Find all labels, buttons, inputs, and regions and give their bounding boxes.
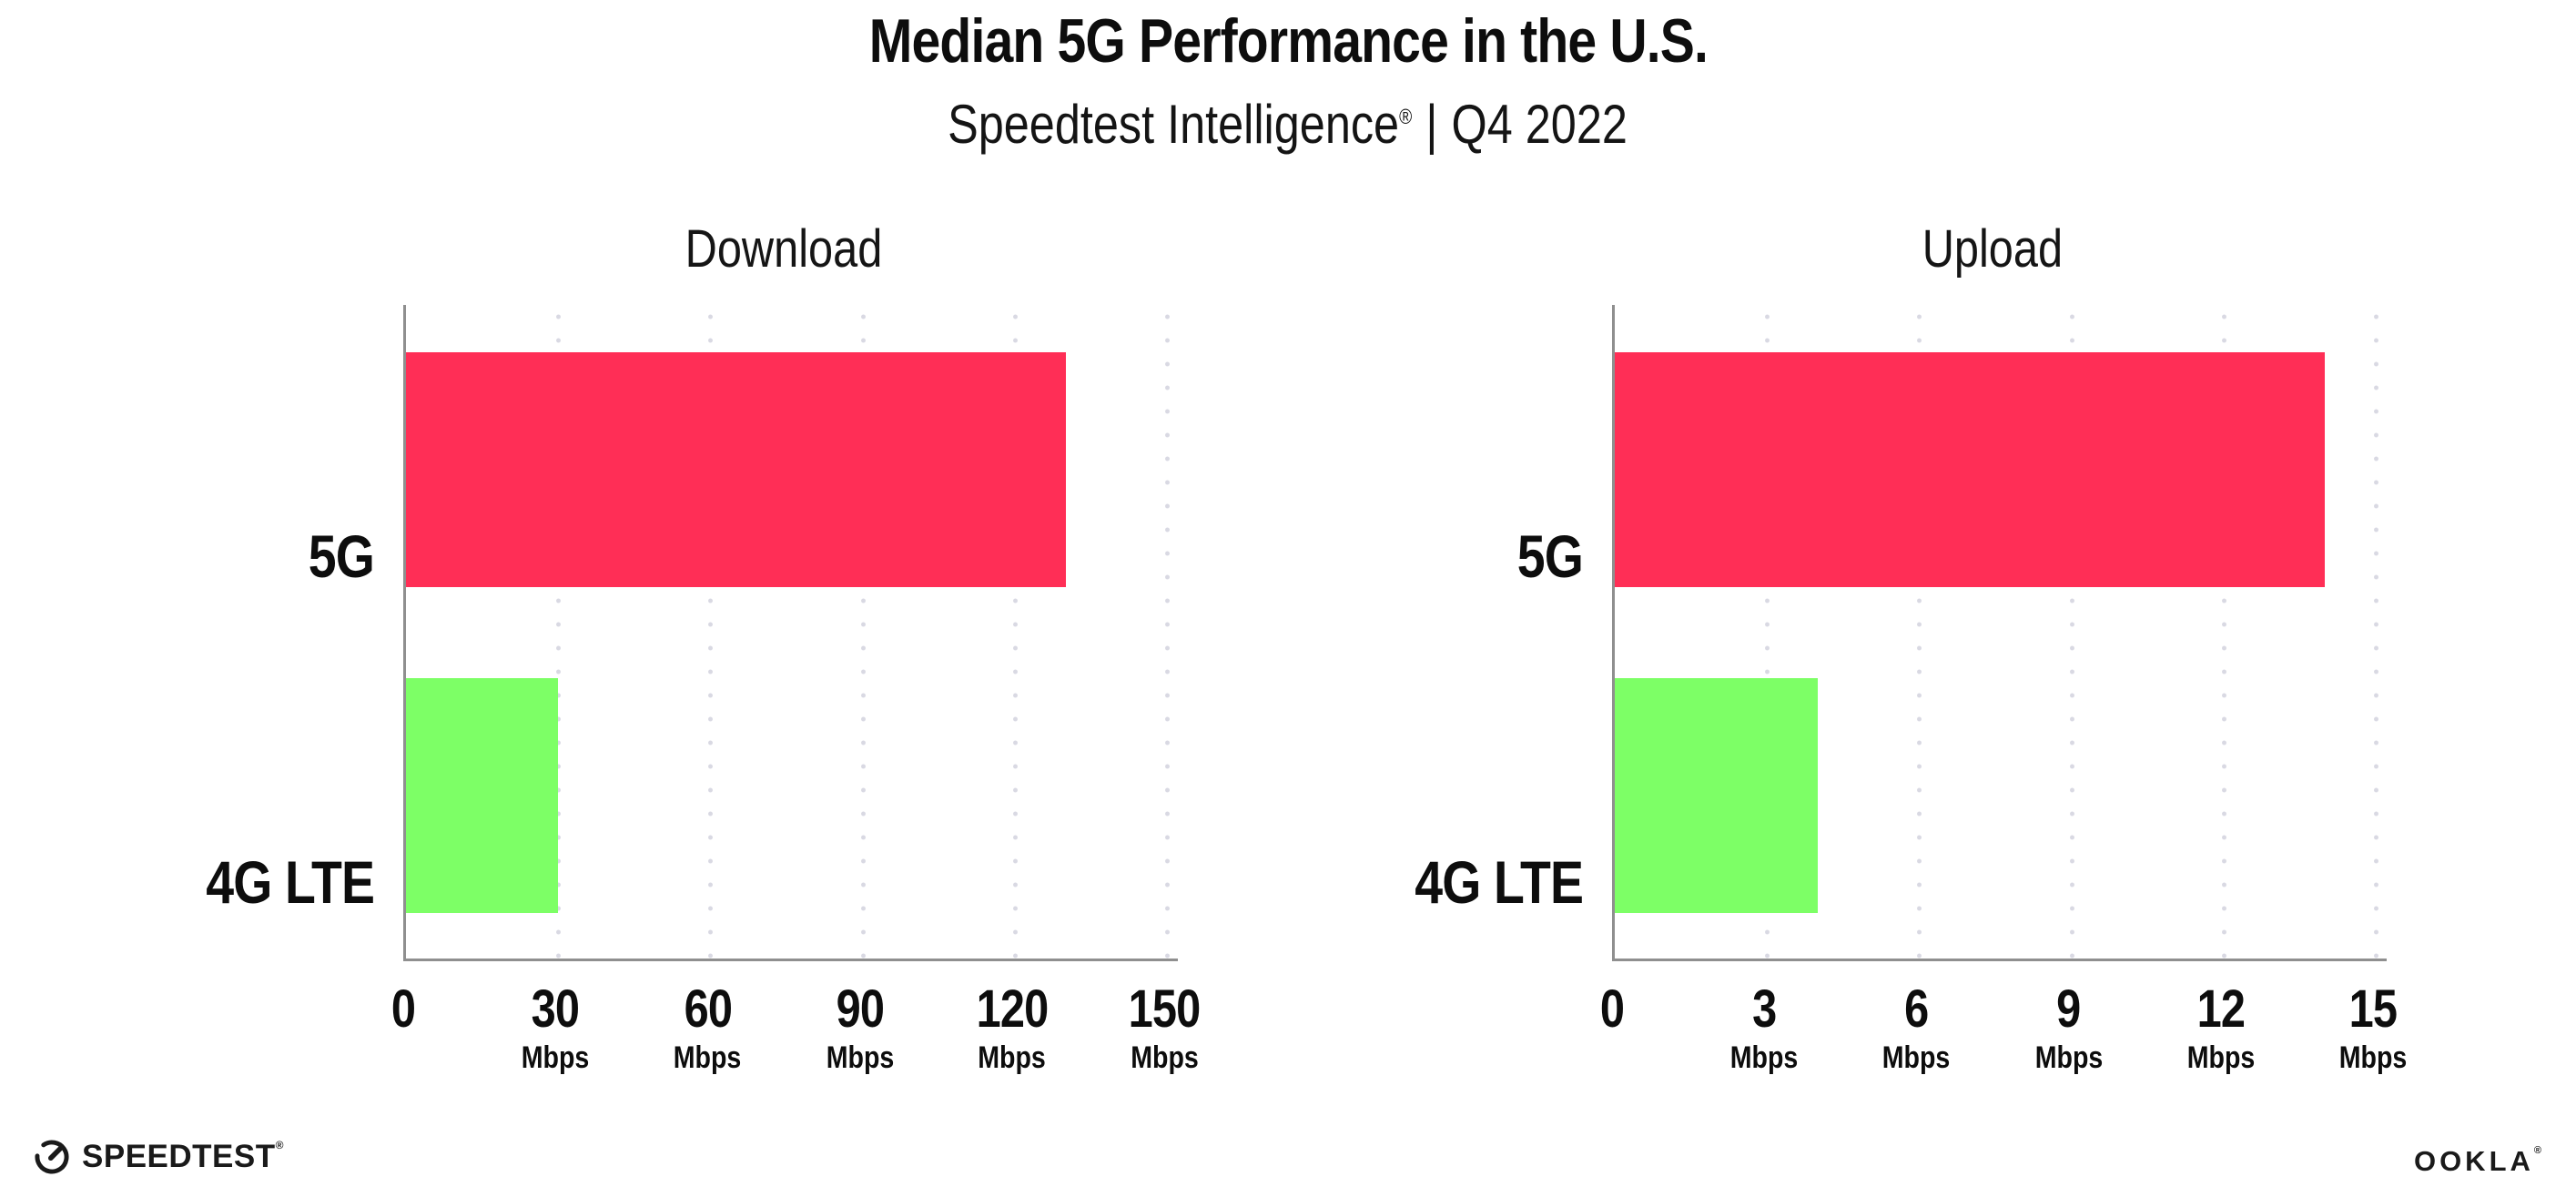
gridline	[2374, 305, 2378, 959]
x-tick-30: 30 Mbps	[521, 979, 590, 1075]
upload-chart-title: Upload	[1922, 219, 2064, 279]
gridline	[708, 305, 714, 959]
subtitle-separator: |	[1425, 94, 1438, 155]
download-chart: Download 5G 4G LTE 0 30 Mbps 60 Mbps 90 …	[91, 218, 1201, 1092]
x-tick-0: 0	[1599, 979, 1625, 1039]
subtitle-brand: Speedtest Intelligence	[948, 94, 1400, 155]
page-subtitle: Speedtest Intelligence® | Q4 2022	[0, 95, 2576, 155]
x-tick-9: 9 Mbps	[2034, 979, 2103, 1075]
upload-x-axis: 0 3 Mbps 6 Mbps 9 Mbps 12 Mbps 15 Mbps	[1600, 959, 2407, 1086]
gridline	[1765, 305, 1770, 959]
ookla-logo: OOKLA®	[2414, 1145, 2541, 1178]
gridline	[1917, 305, 1922, 959]
x-tick-12: 12 Mbps	[2186, 979, 2256, 1075]
row-label-4g-lte: 4G LTE	[1415, 848, 1584, 916]
registered-mark: ®	[1399, 105, 1413, 128]
x-tick-60: 60 Mbps	[674, 979, 742, 1075]
bar-4g-lte-download	[406, 678, 559, 913]
download-x-axis: 0 30 Mbps 60 Mbps 90 Mbps 120 Mbps 150 M…	[391, 959, 1201, 1086]
x-tick-3: 3 Mbps	[1729, 979, 1799, 1075]
x-tick-0: 0	[390, 979, 416, 1039]
row-label-5g: 5G	[308, 522, 375, 590]
bar-5g-download	[406, 352, 1066, 587]
gridline	[1165, 305, 1170, 959]
upload-plot-area	[1612, 305, 2387, 961]
ookla-logo-text: OOKLA	[2413, 1145, 2534, 1177]
x-tick-15: 15 Mbps	[2338, 979, 2408, 1075]
page-subtitle-text: Speedtest Intelligence® | Q4 2022	[948, 95, 1628, 155]
speedtest-gauge-icon	[33, 1138, 71, 1176]
download-plot-area	[403, 305, 1178, 961]
bar-5g-upload	[1615, 352, 2326, 587]
speedtest-logo-text: SPEEDTEST®	[82, 1139, 284, 1174]
gridline	[2221, 305, 2226, 959]
speedtest-logo: SPEEDTEST®	[33, 1138, 284, 1176]
gridline	[556, 305, 562, 959]
bar-4g-lte-upload	[1615, 678, 1818, 913]
gridline	[2069, 305, 2074, 959]
page-title: Median 5G Performance in the U.S.	[0, 7, 2576, 76]
x-tick-120: 120 Mbps	[976, 979, 1049, 1075]
page-title-text: Median 5G Performance in the U.S.	[868, 6, 1708, 76]
upload-chart: Upload 5G 4G LTE 0 3 Mbps 6 Mbps 9 Mbps	[1300, 218, 2407, 1092]
row-label-5g: 5G	[1516, 522, 1584, 590]
registered-mark: ®	[2533, 1145, 2541, 1156]
x-tick-90: 90 Mbps	[826, 979, 894, 1075]
x-tick-6: 6 Mbps	[1882, 979, 1951, 1075]
download-chart-title: Download	[685, 219, 883, 279]
gridline	[1012, 305, 1018, 959]
subtitle-period: Q4 2022	[1452, 94, 1628, 155]
row-label-4g-lte: 4G LTE	[206, 848, 375, 916]
registered-mark: ®	[275, 1139, 284, 1151]
gridline	[860, 305, 866, 959]
x-tick-150: 150 Mbps	[1128, 979, 1202, 1075]
